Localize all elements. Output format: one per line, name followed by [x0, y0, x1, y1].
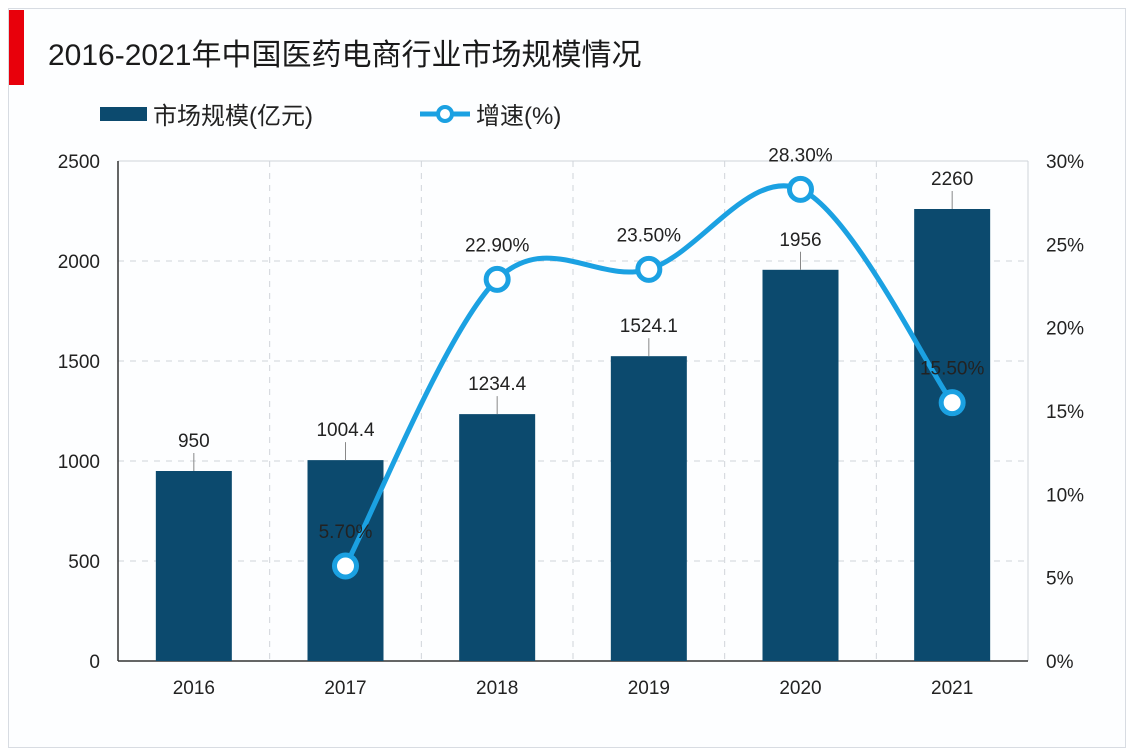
y-left-tick-label: 1000 — [58, 452, 100, 473]
bar-value-label: 1956 — [779, 230, 821, 251]
y-left-tick-label: 1500 — [58, 352, 100, 373]
x-tick-label: 2019 — [628, 678, 670, 699]
growth-point-2021 — [938, 389, 966, 417]
bar-value-label: 2260 — [931, 169, 973, 190]
y-left-tick-label: 0 — [89, 652, 100, 673]
growth-point-2020 — [787, 175, 814, 203]
growth-value-label: 5.70% — [319, 522, 373, 543]
legend-line-marker — [436, 105, 454, 123]
bar-value-label: 1234.4 — [468, 374, 527, 395]
legend-line-label: 增速(%) — [476, 103, 561, 130]
growth-point-2019 — [635, 255, 663, 283]
x-tick-label: 2020 — [779, 678, 821, 699]
growth-value-label: 22.90% — [465, 235, 530, 256]
legend-bar-label: 市场规模(亿元) — [153, 103, 313, 130]
bar-2020 — [762, 269, 839, 661]
growth-value-label: 28.30% — [768, 145, 833, 166]
bar-2021 — [914, 209, 991, 661]
x-tick-label: 2016 — [173, 678, 215, 699]
y-right-tick-label: 10% — [1046, 485, 1084, 506]
y-right-tick-label: 0% — [1046, 652, 1074, 673]
growth-point-2017 — [332, 552, 359, 580]
chart-title: 2016-2021年中国医药电商行业市场规模情况 — [48, 39, 642, 72]
growth-value-label: 15.50% — [920, 359, 985, 380]
bar-2019 — [610, 356, 687, 661]
legend-bar-swatch — [100, 107, 147, 121]
y-right-tick-label: 15% — [1046, 402, 1084, 423]
x-tick-label: 2017 — [324, 678, 366, 699]
growth-value-label: 23.50% — [617, 225, 682, 246]
y-right-tick-label: 20% — [1046, 319, 1084, 340]
y-right-tick-label: 5% — [1046, 569, 1074, 590]
x-tick-label: 2021 — [931, 678, 973, 699]
y-left-tick-label: 2000 — [58, 252, 100, 273]
y-right-tick-label: 30% — [1046, 152, 1084, 173]
bar-2018 — [459, 414, 536, 661]
bar-value-label: 950 — [178, 431, 210, 452]
title-accent-bar — [9, 10, 24, 85]
bar-value-label: 1004.4 — [316, 420, 375, 441]
y-right-tick-label: 25% — [1046, 235, 1084, 256]
bar-2016 — [155, 471, 232, 661]
y-left-tick-label: 500 — [68, 552, 100, 573]
y-left-tick-label: 2500 — [58, 152, 100, 173]
bar-value-label: 1524.1 — [620, 316, 678, 337]
growth-point-2018 — [483, 265, 511, 293]
x-tick-label: 2018 — [476, 678, 518, 699]
